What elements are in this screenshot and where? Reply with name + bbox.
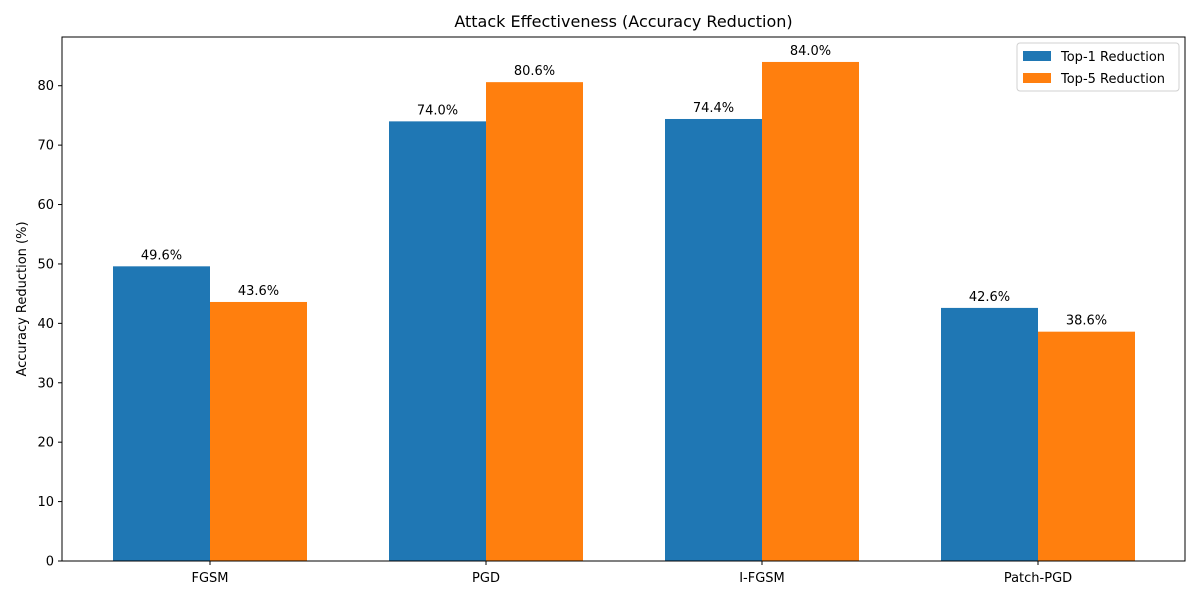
legend-swatch (1023, 51, 1051, 61)
data-label: 42.6% (969, 290, 1010, 305)
y-tick-label: 50 (37, 257, 54, 272)
y-tick-label: 30 (37, 376, 54, 391)
data-label: 43.6% (238, 284, 279, 299)
bar-i-fgsm-top5 (762, 61, 859, 561)
y-axis-label: Accuracy Reduction (%) (15, 221, 30, 376)
x-tick-label: PGD (472, 571, 500, 586)
bar-fgsm-top1 (113, 266, 210, 561)
data-label: 80.6% (514, 64, 555, 79)
data-label: 84.0% (790, 44, 831, 59)
y-tick-label: 0 (46, 555, 54, 570)
y-tick-label: 40 (37, 317, 54, 332)
axes-frame (61, 36, 1186, 562)
bar-pgd-top1 (389, 121, 486, 562)
y-tick-label: 60 (37, 198, 54, 213)
x-tick-label: I-FGSM (739, 571, 785, 586)
x-tick-label: FGSM (191, 571, 228, 586)
legend-label: Top-5 Reduction (1060, 72, 1165, 87)
x-tick-label: Patch-PGD (1004, 571, 1072, 586)
legend-box (1016, 42, 1180, 92)
y-tick-label: 20 (37, 436, 54, 451)
chart-title: Attack Effectiveness (Accuracy Reduction… (454, 12, 792, 31)
data-label: 74.4% (693, 101, 734, 116)
bar-patch-pgd-top5 (1038, 331, 1135, 561)
bar-pgd-top5 (486, 82, 583, 562)
plot-area: 49.6% 74.0% 74.4% 42.6% 43.6% 80.6% 84.0% 38.6%… (37, 36, 1186, 586)
data-label: 74.0% (417, 103, 458, 118)
bar-i-fgsm-top1 (665, 118, 762, 562)
y-tick-label: 70 (37, 139, 54, 154)
y-tick-label: 10 (37, 495, 54, 510)
bar-fgsm-top5 (210, 301, 307, 561)
legend-label: Top-1 Reduction (1060, 50, 1165, 65)
legend: Top-1 Reduction Top-5 Reduction (1016, 42, 1180, 92)
data-label: 38.6% (1066, 314, 1107, 329)
y-tick-label: 80 (37, 79, 54, 94)
bar-patch-pgd-top1 (941, 307, 1038, 561)
legend-swatch (1023, 73, 1051, 83)
data-label: 49.6% (141, 248, 182, 263)
